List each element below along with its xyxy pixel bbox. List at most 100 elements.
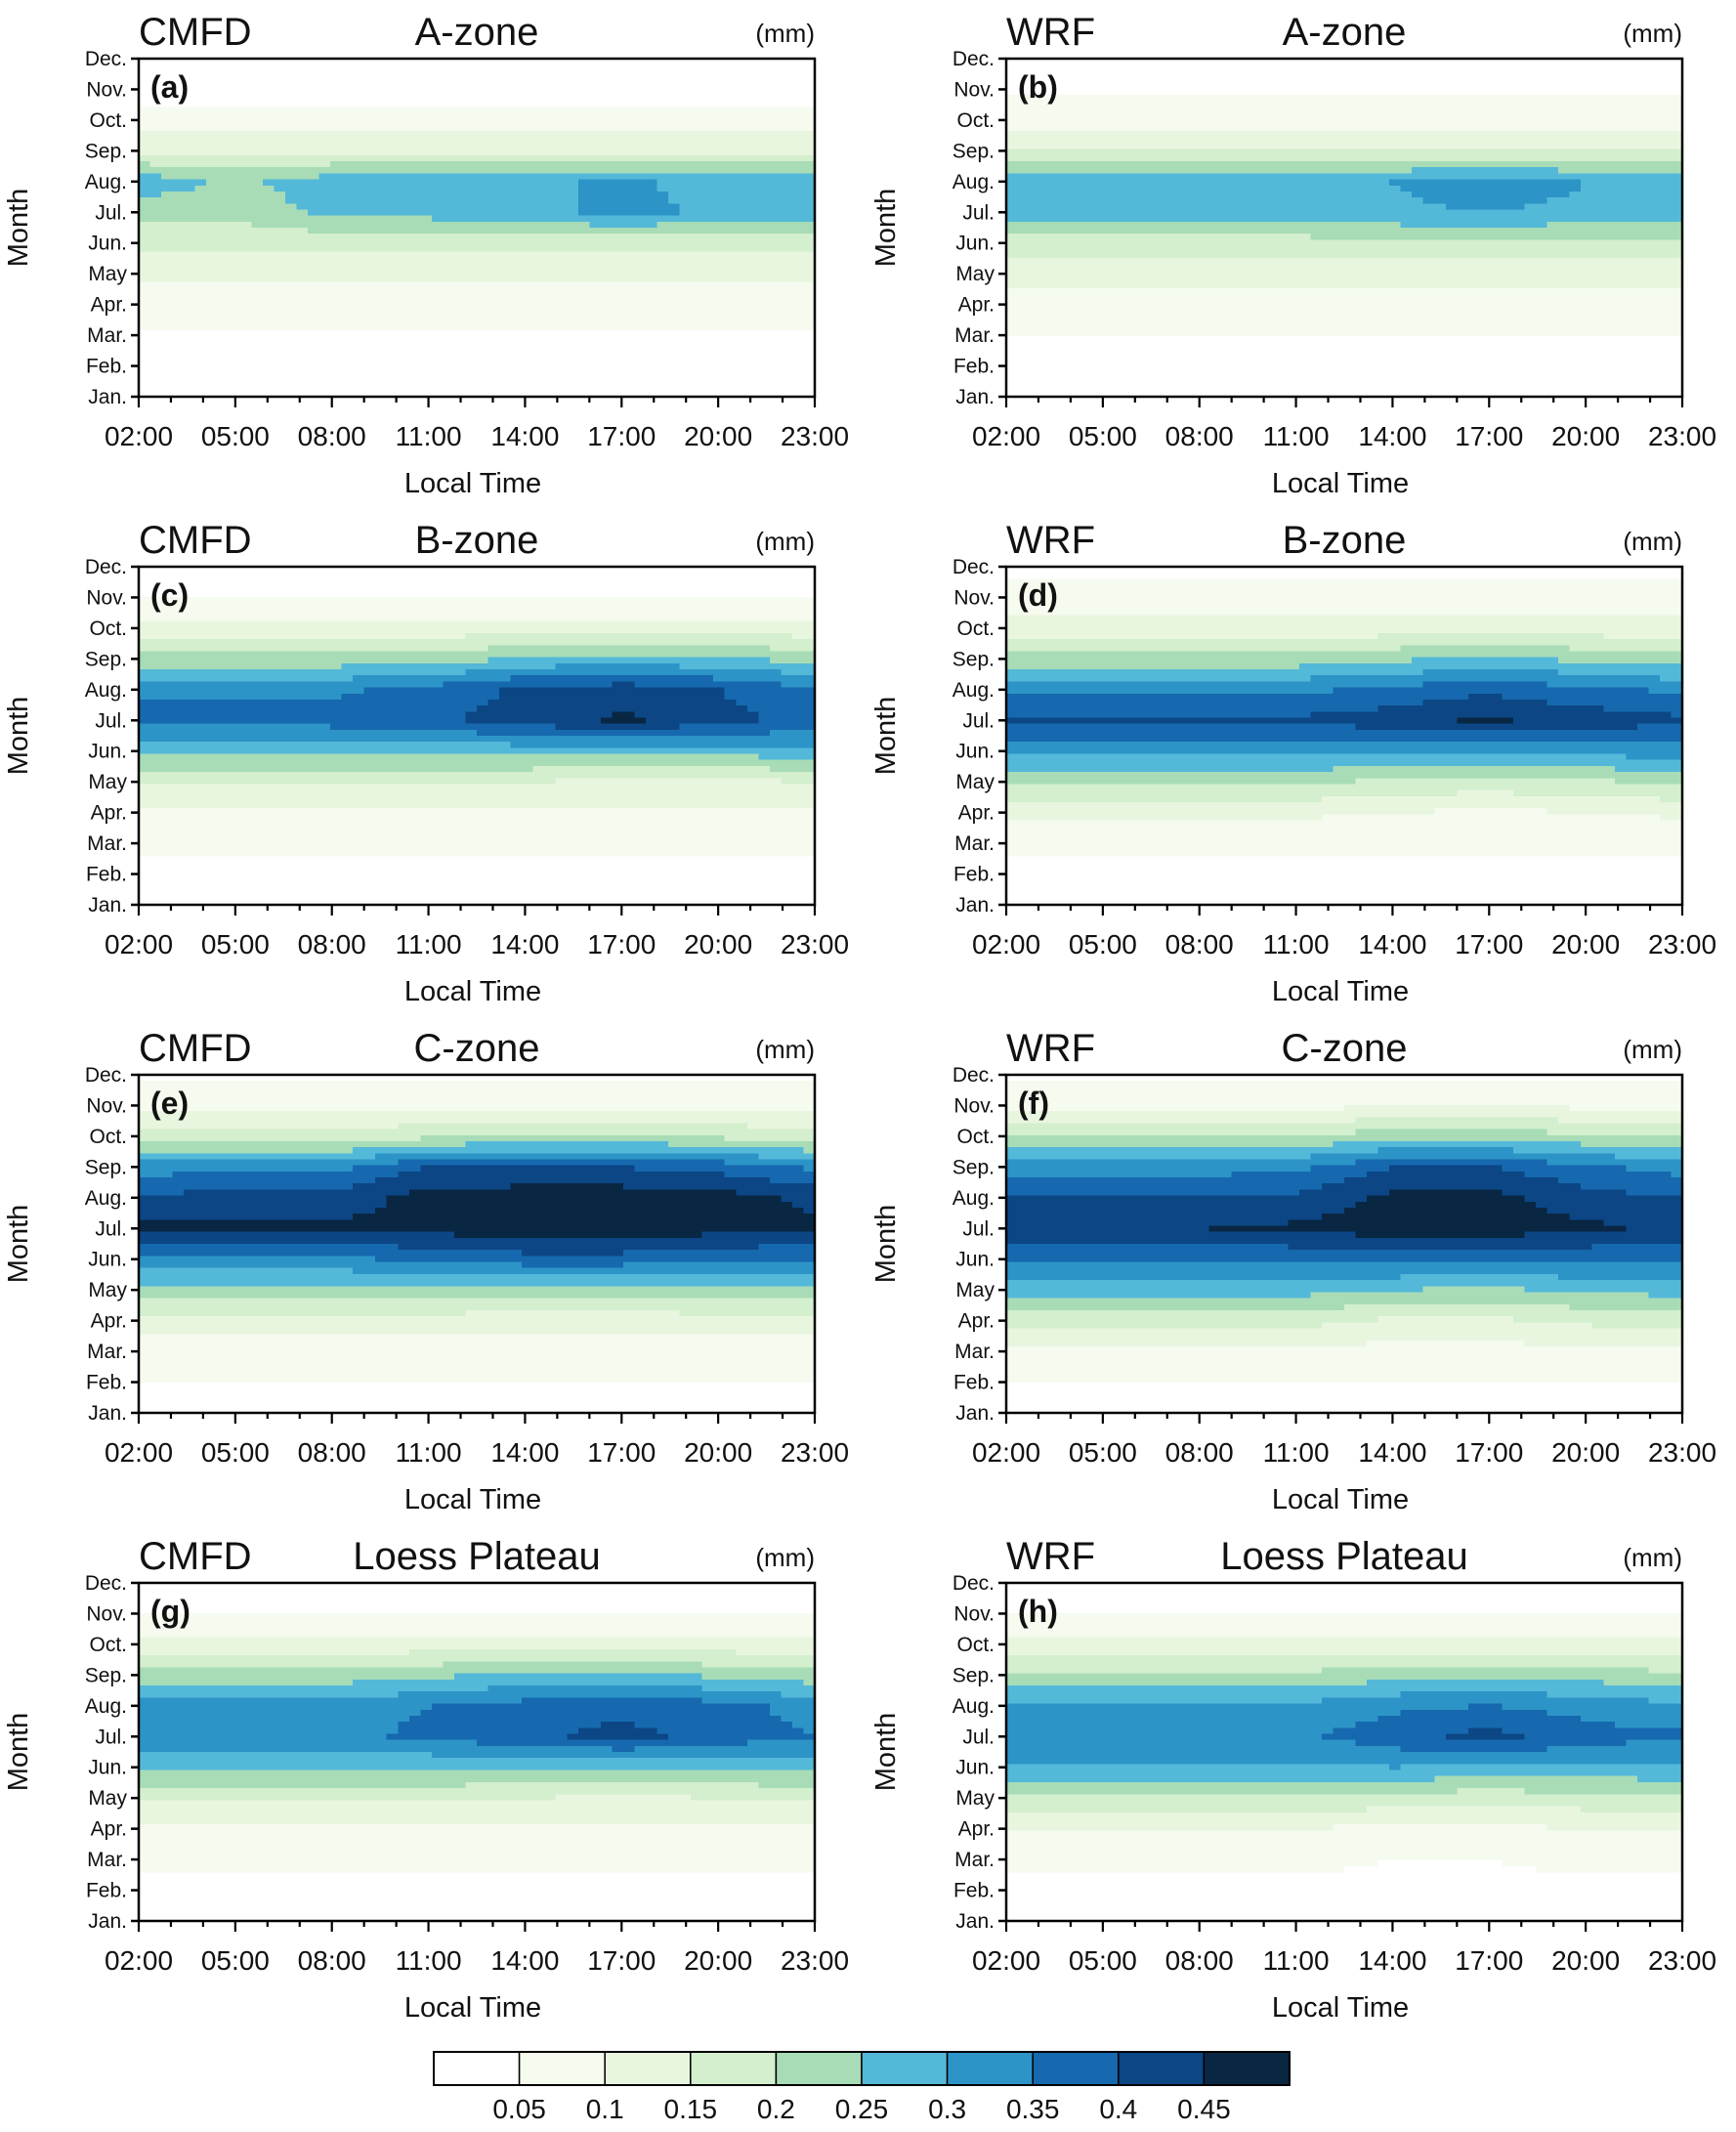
heatmap-cell <box>454 89 466 96</box>
heatmap-cell <box>781 161 792 168</box>
heatmap-cell <box>758 137 770 144</box>
heatmap-cell <box>420 276 432 282</box>
heatmap-cell <box>195 294 207 301</box>
heatmap-cell <box>522 209 533 216</box>
heatmap-cell <box>612 77 623 84</box>
heatmap-cell <box>556 89 568 96</box>
heatmap-cell <box>601 270 613 277</box>
heatmap-cell <box>589 282 601 289</box>
heatmap-cell <box>567 270 578 277</box>
heatmap-cell <box>1119 70 1130 77</box>
heatmap-cell <box>1547 89 1559 96</box>
heatmap-cell <box>364 95 376 102</box>
heatmap-cell <box>747 313 759 320</box>
heatmap-cell <box>206 95 218 102</box>
heatmap-cell <box>567 186 578 192</box>
heatmap-cell <box>218 167 230 174</box>
heatmap-cell <box>1513 89 1525 96</box>
heatmap-cell <box>206 209 218 216</box>
heatmap-cell <box>454 294 466 301</box>
heatmap-cell <box>623 306 635 313</box>
heatmap-cell <box>747 192 759 198</box>
heatmap-cell <box>623 270 635 277</box>
heatmap-cell <box>792 173 804 180</box>
heatmap-cell <box>195 64 207 71</box>
heatmap-cell <box>251 161 263 168</box>
heatmap-cell <box>161 270 173 277</box>
heatmap-cell <box>736 222 747 229</box>
heatmap-cell <box>420 95 432 102</box>
heatmap-cell <box>1648 83 1660 90</box>
heatmap-cell <box>544 125 556 132</box>
heatmap-cell <box>634 101 646 107</box>
heatmap-cell <box>375 83 387 90</box>
heatmap-cell <box>364 113 376 120</box>
heatmap-cell <box>375 186 387 192</box>
heatmap-cell <box>443 300 454 307</box>
heatmap-cell <box>173 288 185 295</box>
heatmap-cell <box>657 294 669 301</box>
heatmap-cell <box>206 101 218 107</box>
heatmap-cell <box>499 64 511 71</box>
heatmap-cell <box>465 144 477 150</box>
heatmap-cell <box>567 155 578 162</box>
heatmap-cell <box>274 95 285 102</box>
heatmap-cell <box>432 294 444 301</box>
heatmap-cell <box>353 107 364 113</box>
heatmap-cell <box>725 349 737 356</box>
heatmap-cell <box>601 313 613 320</box>
heatmap-cell <box>1164 95 1175 102</box>
heatmap-cell <box>353 161 364 168</box>
heatmap-cell <box>556 70 568 77</box>
heatmap-cell <box>173 131 185 138</box>
heatmap-cell <box>1265 101 1277 107</box>
heatmap-cell <box>240 330 252 337</box>
heatmap-cell <box>680 330 692 337</box>
heatmap-cell <box>601 336 613 343</box>
heatmap-cell <box>725 228 737 235</box>
heatmap-cell <box>1547 119 1559 126</box>
heatmap-cell <box>465 361 477 367</box>
heatmap-cell <box>792 167 804 174</box>
heatmap-cell <box>522 330 533 337</box>
heatmap-cell <box>319 137 331 144</box>
heatmap-cell <box>533 64 545 71</box>
heatmap-cell <box>634 161 646 168</box>
heatmap-cell <box>420 355 432 362</box>
heatmap-cell <box>173 155 185 162</box>
heatmap-cell <box>634 234 646 240</box>
heatmap-cell <box>511 70 523 77</box>
heatmap-cell <box>1356 113 1368 120</box>
heatmap-cell <box>1446 107 1458 113</box>
heatmap-cell <box>420 288 432 295</box>
heatmap-cell <box>432 385 444 392</box>
heatmap-cell <box>1164 89 1175 96</box>
heatmap-cell <box>251 361 263 367</box>
heatmap-cell <box>173 324 185 331</box>
heatmap-cell <box>646 276 657 282</box>
heatmap-cell <box>544 366 556 373</box>
heatmap-cell <box>206 288 218 295</box>
heatmap-cell <box>612 378 623 385</box>
heatmap-cell <box>420 180 432 187</box>
heatmap-cell <box>240 282 252 289</box>
heatmap-cell <box>612 209 623 216</box>
heatmap-cell <box>601 95 613 102</box>
heatmap-cell <box>263 239 275 246</box>
heatmap-cell <box>330 246 342 253</box>
heatmap-cell <box>533 234 545 240</box>
heatmap-cell <box>364 228 376 235</box>
heatmap-cell <box>601 77 613 84</box>
heatmap-cell <box>702 64 714 71</box>
heatmap-cell <box>330 197 342 204</box>
heatmap-cell <box>263 246 275 253</box>
heatmap-cell <box>758 282 770 289</box>
heatmap-cell <box>375 234 387 240</box>
heatmap-cell <box>285 222 297 229</box>
heatmap-cell <box>409 306 421 313</box>
heatmap-cell <box>657 155 669 162</box>
heatmap-cell <box>319 239 331 246</box>
heatmap-cell <box>1637 89 1649 96</box>
heatmap-cell <box>1615 107 1627 113</box>
heatmap-cell <box>1581 83 1592 90</box>
